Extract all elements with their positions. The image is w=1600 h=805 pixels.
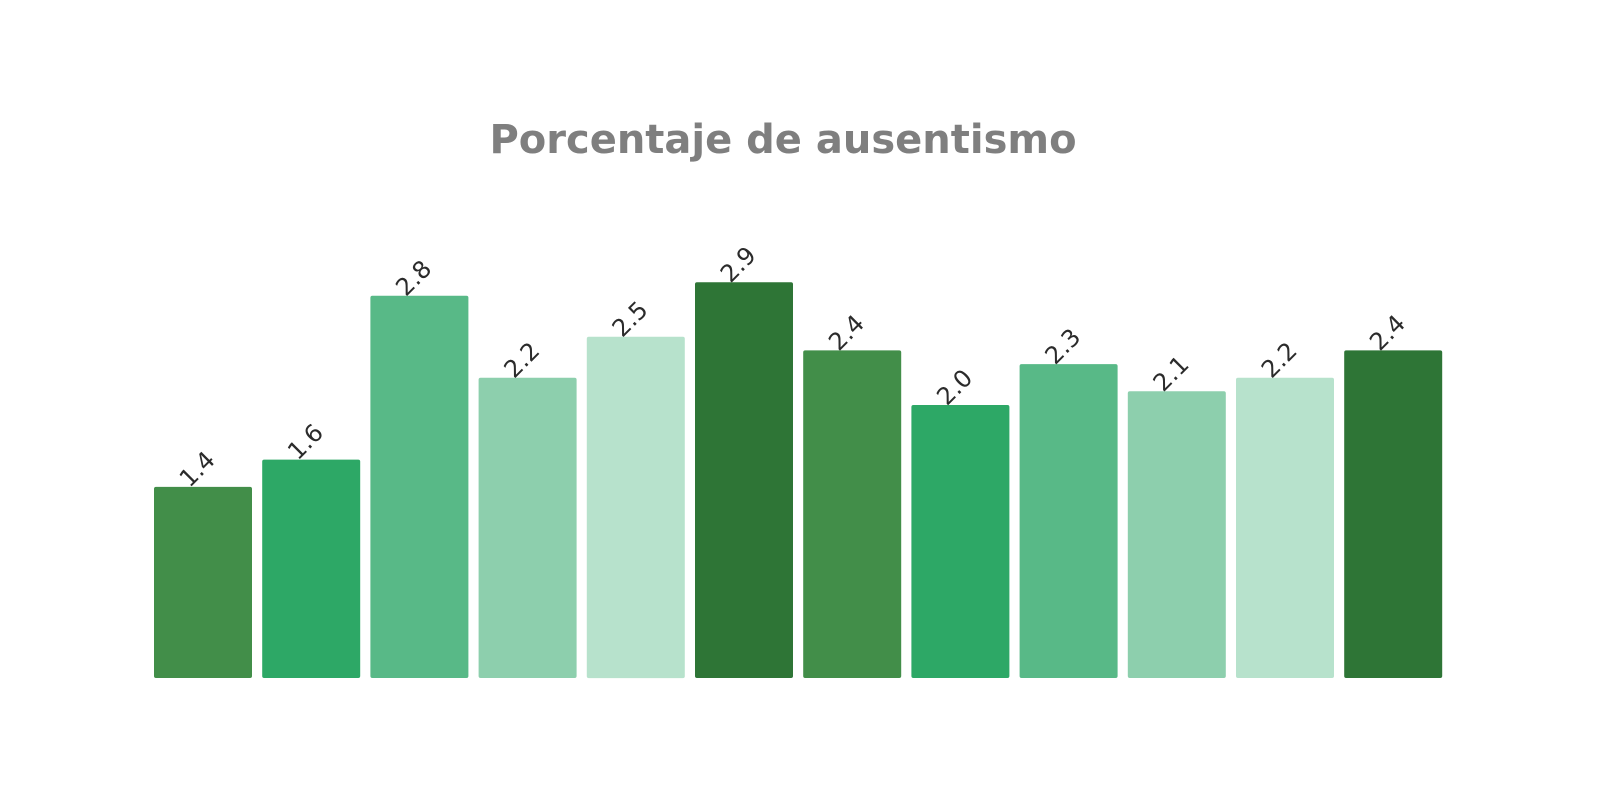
bars-group xyxy=(154,282,1443,679)
bar-7 xyxy=(803,350,902,678)
bar-2 xyxy=(262,459,361,678)
bar-label-10: 2.1 xyxy=(1148,350,1195,397)
bar-3 xyxy=(370,295,469,678)
bar-label-4: 2.2 xyxy=(499,337,546,384)
bar-9 xyxy=(1019,364,1118,678)
bar-label-6: 2.9 xyxy=(715,241,762,288)
bar-label-1: 1.4 xyxy=(174,446,221,493)
bar-label-7: 2.4 xyxy=(823,309,870,356)
bar-label-3: 2.8 xyxy=(390,255,437,302)
bar-label-11: 2.2 xyxy=(1256,337,1303,384)
bar-8 xyxy=(911,405,1010,678)
bar-label-12: 2.4 xyxy=(1364,309,1411,356)
bar-label-9: 2.3 xyxy=(1040,323,1087,370)
chart-title: Porcentaje de ausentismo xyxy=(489,117,1076,163)
bar-12 xyxy=(1344,350,1443,678)
bar-10 xyxy=(1127,391,1226,678)
bar-label-2: 1.6 xyxy=(282,419,329,466)
bar-5 xyxy=(586,336,685,679)
bar-label-5: 2.5 xyxy=(607,296,654,343)
bar-11 xyxy=(1236,377,1334,678)
bar-1 xyxy=(154,486,252,678)
bar-6 xyxy=(695,282,793,678)
bar-label-8: 2.0 xyxy=(931,364,978,411)
bar-4 xyxy=(478,377,577,678)
